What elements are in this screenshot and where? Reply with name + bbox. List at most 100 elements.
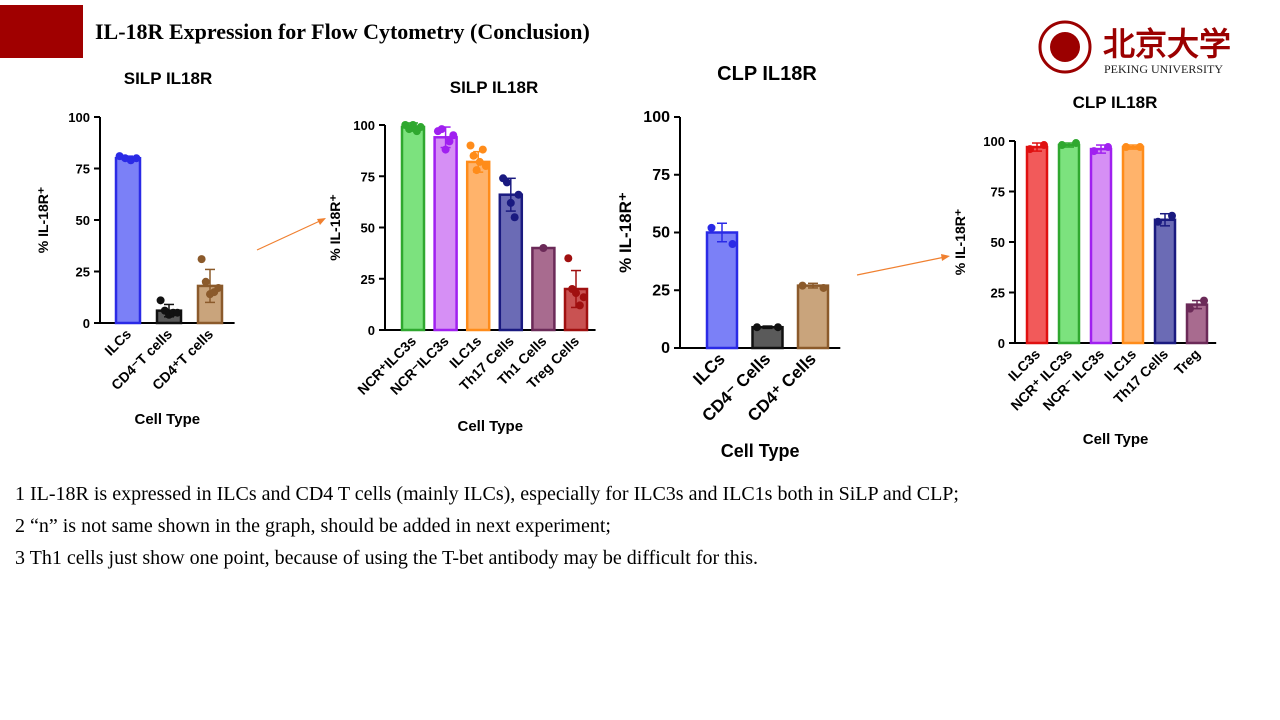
y-axis-label: % IL-18R⁺ [952, 209, 968, 276]
y-tick-label: 0 [998, 336, 1005, 351]
data-point [539, 244, 548, 252]
data-point [469, 151, 478, 160]
data-point [156, 296, 165, 305]
data-point [1122, 143, 1130, 152]
x-tick-label: Treg [1171, 346, 1203, 378]
y-tick-label: 100 [643, 109, 670, 126]
y-tick-label: 25 [991, 286, 1005, 301]
data-point [1186, 304, 1194, 313]
y-tick-label: 25 [76, 265, 90, 280]
logo-emblem-core [1050, 32, 1080, 62]
data-point [575, 301, 584, 310]
y-tick-label: 25 [361, 272, 375, 287]
bar [400, 125, 426, 332]
logo-name: 北京大学 [1103, 26, 1231, 62]
data-point [478, 145, 487, 154]
data-point [466, 141, 475, 150]
y-tick-label: 0 [368, 323, 375, 338]
y-axis-label: % IL-18R⁺ [616, 192, 635, 273]
data-point [572, 289, 580, 298]
x-axis-label: Cell Type [135, 411, 201, 428]
y-tick-label: 50 [361, 221, 375, 236]
data-point [173, 308, 182, 317]
header-block [0, 5, 83, 58]
bar [114, 156, 142, 325]
data-point [1168, 211, 1176, 220]
bar [1121, 145, 1145, 345]
bar [1057, 143, 1081, 345]
data-point [506, 198, 515, 207]
bar [1025, 145, 1049, 345]
data-point [514, 190, 523, 199]
arrow-head [317, 218, 326, 225]
y-tick-label: 75 [361, 169, 375, 184]
data-point [472, 166, 481, 175]
bar [1153, 218, 1177, 345]
bar [531, 246, 556, 332]
data-point [214, 283, 223, 292]
data-point [1154, 217, 1162, 226]
data-point [1040, 141, 1048, 150]
slide-title: IL-18R Expression for Flow Cytometry (Co… [95, 19, 590, 44]
data-point [416, 123, 425, 132]
y-axis-label: % IL-18R⁺ [35, 187, 51, 254]
data-point [441, 145, 450, 154]
x-axis-label: Cell Type [457, 418, 523, 435]
y-tick-label: 0 [661, 340, 670, 357]
data-point [579, 293, 588, 302]
data-point [707, 223, 716, 232]
data-point [1136, 143, 1144, 152]
data-point [475, 157, 484, 166]
y-tick-label: 50 [652, 225, 670, 242]
y-tick-label: 75 [991, 185, 1005, 200]
bar [498, 193, 524, 332]
y-axis-label: % IL-18R⁺ [327, 194, 343, 261]
logo-subtitle: PEKING UNIVERSITY [1104, 62, 1223, 76]
data-point [1026, 145, 1034, 154]
data-point [1200, 296, 1208, 305]
arrow-head [941, 254, 950, 261]
data-point [201, 277, 210, 286]
y-tick-label: 75 [652, 167, 670, 184]
data-point [449, 131, 458, 140]
bar [796, 284, 830, 350]
data-point [409, 121, 417, 129]
y-tick-label: 25 [652, 282, 670, 299]
note: 3 Th1 cells just show one point, because… [15, 547, 758, 569]
y-tick-label: 100 [983, 134, 1005, 149]
data-point [1104, 143, 1112, 152]
bar [433, 136, 458, 332]
data-point [502, 178, 511, 187]
data-point [132, 154, 141, 163]
x-tick-label: ILCs [689, 349, 728, 388]
x-tick-label: ILCs [101, 326, 134, 359]
y-tick-label: 0 [83, 316, 90, 331]
arrow [256, 219, 323, 251]
bar [705, 231, 739, 350]
data-point [798, 281, 807, 290]
chart-title: SILP IL18R [450, 78, 539, 97]
data-point [728, 240, 737, 249]
chart-title: CLP IL18R [1073, 93, 1158, 112]
data-point [1090, 147, 1098, 156]
y-tick-label: 75 [76, 162, 90, 177]
y-tick-label: 50 [991, 235, 1005, 250]
arrow [856, 256, 946, 276]
bar [1089, 147, 1113, 345]
data-point [437, 125, 446, 134]
x-axis-label: Cell Type [1083, 431, 1149, 448]
y-tick-label: 100 [353, 118, 375, 133]
data-point [819, 283, 828, 292]
data-point [481, 162, 490, 170]
data-point [510, 213, 519, 222]
chart-title: CLP IL18R [717, 63, 817, 85]
note: 2 “n” is not same shown in the graph, sh… [15, 515, 611, 537]
data-point [445, 137, 454, 146]
note: 1 IL-18R is expressed in ILCs and CD4 T … [15, 483, 959, 505]
data-point [1072, 139, 1080, 148]
chart-title: SILP IL18R [124, 69, 213, 88]
data-point [564, 254, 573, 263]
data-point [753, 323, 761, 332]
